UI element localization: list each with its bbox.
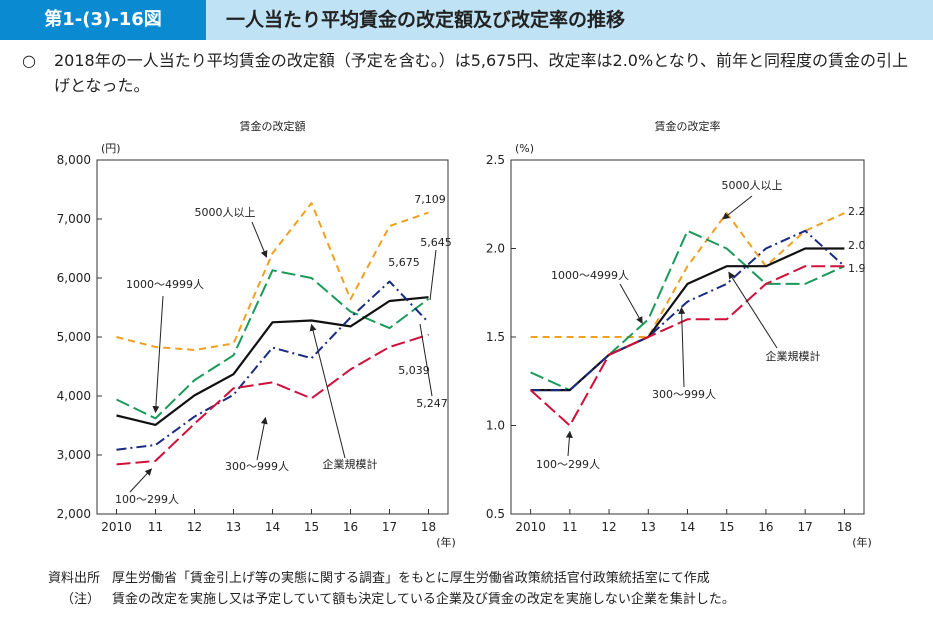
bullet-circle-icon: ○ xyxy=(22,51,36,70)
series-4-label: 100～299人 xyxy=(536,458,600,471)
summary-paragraph: ○ 2018年の一人当たり平均賃金の改定額（予定を含む。）は5,675円、改定率… xyxy=(22,48,922,98)
y-tick-label: 6,000 xyxy=(57,271,91,285)
chart-title: 賃金の改定額 xyxy=(240,119,306,133)
y-tick-label: 2,000 xyxy=(57,507,91,521)
x-tick-label: 16 xyxy=(343,520,358,534)
x-tick-label: 13 xyxy=(226,520,241,534)
value-annotation: 5,039 xyxy=(398,364,430,377)
y-tick-label: 0.5 xyxy=(486,507,505,521)
series-2-label: 企業規模計 xyxy=(766,349,821,363)
value-annotation: 5,675 xyxy=(388,256,420,269)
x-tick-label: 14 xyxy=(265,520,280,534)
x-tick-label: 12 xyxy=(187,520,202,534)
value-annotation-leader xyxy=(429,249,437,301)
series-4-line xyxy=(529,265,845,427)
source-text: 厚生労働省「賃金引上げ等の実態に関する調査」をもとに厚生労働省政策統括官付政策統… xyxy=(112,571,710,586)
value-annotation: 2.2 xyxy=(848,205,866,218)
y-tick-label: 2.0 xyxy=(486,242,505,256)
x-tick-label: 2010 xyxy=(515,520,546,534)
x-tick-label: 17 xyxy=(382,520,397,534)
x-tick-label: 2010 xyxy=(101,520,132,534)
value-annotation: 1.9 xyxy=(848,262,866,275)
value-annotation: 7,109 xyxy=(414,193,446,206)
series-2-label-arrow xyxy=(728,271,778,349)
series-3-label: 300～999人 xyxy=(652,388,716,401)
series-0-label: 5000人以上 xyxy=(722,179,783,192)
series-1-label: 1000～4999人 xyxy=(551,269,629,282)
x-tick-label: 18 xyxy=(837,520,852,534)
x-tick-label: 13 xyxy=(641,520,656,534)
x-tick-label: 18 xyxy=(421,520,436,534)
x-tick-label: 11 xyxy=(562,520,577,534)
series-4-label-arrow xyxy=(129,468,152,493)
x-tick-label: 15 xyxy=(719,520,734,534)
series-0-label-arrow xyxy=(722,195,753,220)
note-text: 賃金の改定を実施し又は予定していて額も決定している企業及び賃金の改定を実施しない… xyxy=(112,592,735,607)
figure-title: 一人当たり平均賃金の改定額及び改定率の推移 xyxy=(226,9,626,31)
x-tick-label: 15 xyxy=(304,520,319,534)
series-2-label-arrow xyxy=(309,323,346,459)
source-label: 資料出所 xyxy=(47,571,100,586)
value-annotation: 2.0 xyxy=(848,239,866,252)
x-tick-label: 12 xyxy=(601,520,616,534)
y-tick-label: 8,000 xyxy=(57,153,91,167)
figure-footer: 資料出所 厚生労働省「賃金引上げ等の実態に関する調査」をもとに厚生労働省政策統括… xyxy=(22,568,735,610)
series-1-label: 1000～4999人 xyxy=(126,278,204,291)
x-tick-label: 14 xyxy=(680,520,695,534)
figure-header: 第1-(3)-16図 一人当たり平均賃金の改定額及び改定率の推移 xyxy=(0,0,933,40)
y-tick-label: 7,000 xyxy=(57,212,91,226)
series-2-label: 企業規模計 xyxy=(323,457,378,471)
chart-title: 賃金の改定率 xyxy=(655,119,721,133)
y-tick-label: 5,000 xyxy=(57,330,91,344)
series-4-label-arrow xyxy=(565,430,573,457)
series-0-label: 5000人以上 xyxy=(195,206,256,219)
series-4-line xyxy=(116,333,429,466)
value-annotation: 5,645 xyxy=(420,236,452,249)
series-3-label: 300～999人 xyxy=(225,460,289,473)
series-1-label-arrow xyxy=(152,295,164,414)
series-0-label-arrow xyxy=(251,221,268,258)
note-label: （注） xyxy=(60,592,100,607)
figure-number: 第1-(3)-16図 xyxy=(0,0,206,40)
y-tick-label: 2.5 xyxy=(486,153,505,167)
series-2-line xyxy=(116,296,429,426)
x-tick-label: 11 xyxy=(148,520,163,534)
summary-text: 2018年の一人当たり平均賃金の改定額（予定を含む。）は5,675円、改定率は2… xyxy=(54,51,909,95)
y-tick-label: 3,000 xyxy=(57,448,91,462)
y-tick-label: 4,000 xyxy=(57,389,91,403)
series-3-line xyxy=(116,280,430,451)
series-4-label: 100～299人 xyxy=(115,493,179,506)
value-annotation-leader xyxy=(419,323,433,397)
y-tick-label: 1.0 xyxy=(486,419,505,433)
x-axis-unit: (年) xyxy=(852,535,872,549)
x-tick-label: 16 xyxy=(758,520,773,534)
series-0-line xyxy=(116,202,429,351)
series-3-label-arrow xyxy=(256,416,268,461)
x-axis-unit: (年) xyxy=(436,535,456,549)
x-tick-label: 17 xyxy=(798,520,813,534)
series-3-line xyxy=(530,229,846,392)
y-axis-unit: (円) xyxy=(101,142,121,155)
series-3-label-arrow xyxy=(678,306,686,388)
y-tick-label: 1.5 xyxy=(486,330,505,344)
value-annotation: 5,247 xyxy=(416,397,448,410)
series-1-line xyxy=(116,269,430,420)
series-1-label-arrow xyxy=(619,283,643,324)
y-axis-unit: (%) xyxy=(515,142,534,155)
series-1-line xyxy=(530,229,845,392)
